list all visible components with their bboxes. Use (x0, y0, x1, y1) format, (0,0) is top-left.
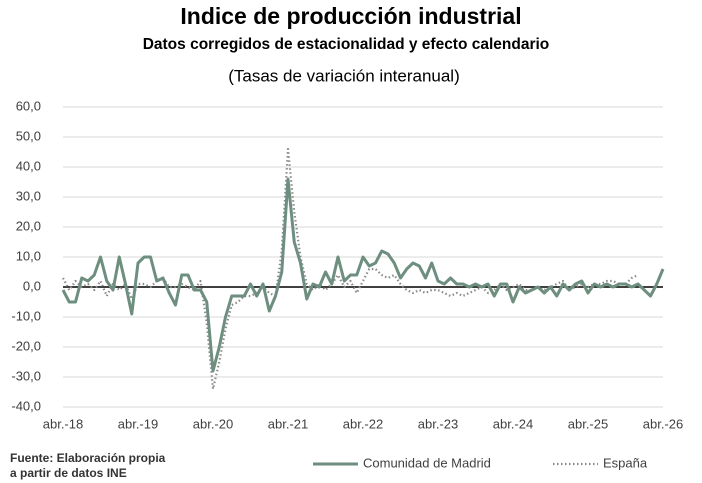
legend-label: Comunidad de Madrid (363, 455, 491, 470)
legend-label: España (603, 455, 648, 470)
y-tick-label: 30,0 (16, 188, 41, 203)
x-tick-label: abr.-22 (343, 416, 383, 431)
y-tick-label: -20,0 (11, 338, 41, 353)
chart-subtitle: Datos corregidos de estacionalidad y efe… (143, 36, 550, 53)
x-tick-label: abr.-24 (493, 416, 533, 431)
source-note: Fuente: Elaboración propia (10, 451, 166, 465)
y-tick-label: 20,0 (16, 218, 41, 233)
chart-title: Indice de producción industrial (180, 3, 521, 29)
y-tick-label: 60,0 (16, 98, 41, 113)
y-tick-label: 40,0 (16, 158, 41, 173)
y-tick-label: 0,0 (23, 278, 41, 293)
x-tick-label: abr.-21 (268, 416, 308, 431)
source-note: a partir de datos INE (10, 466, 127, 480)
x-tick-label: abr.-23 (418, 416, 458, 431)
x-tick-label: abr.-18 (43, 416, 83, 431)
chart-note: (Tasas de variación interanual) (228, 66, 460, 85)
x-tick-label: abr.-26 (643, 416, 683, 431)
y-tick-label: -30,0 (11, 368, 41, 383)
y-tick-label: -40,0 (11, 398, 41, 413)
series-line (62, 147, 639, 391)
x-tick-label: abr.-19 (118, 416, 158, 431)
y-tick-label: 50,0 (16, 128, 41, 143)
x-tick-label: abr.-20 (193, 416, 233, 431)
y-tick-label: 10,0 (16, 248, 41, 263)
x-tick-label: abr.-25 (568, 416, 608, 431)
series-line (61, 177, 665, 373)
y-tick-label: -10,0 (11, 308, 41, 323)
